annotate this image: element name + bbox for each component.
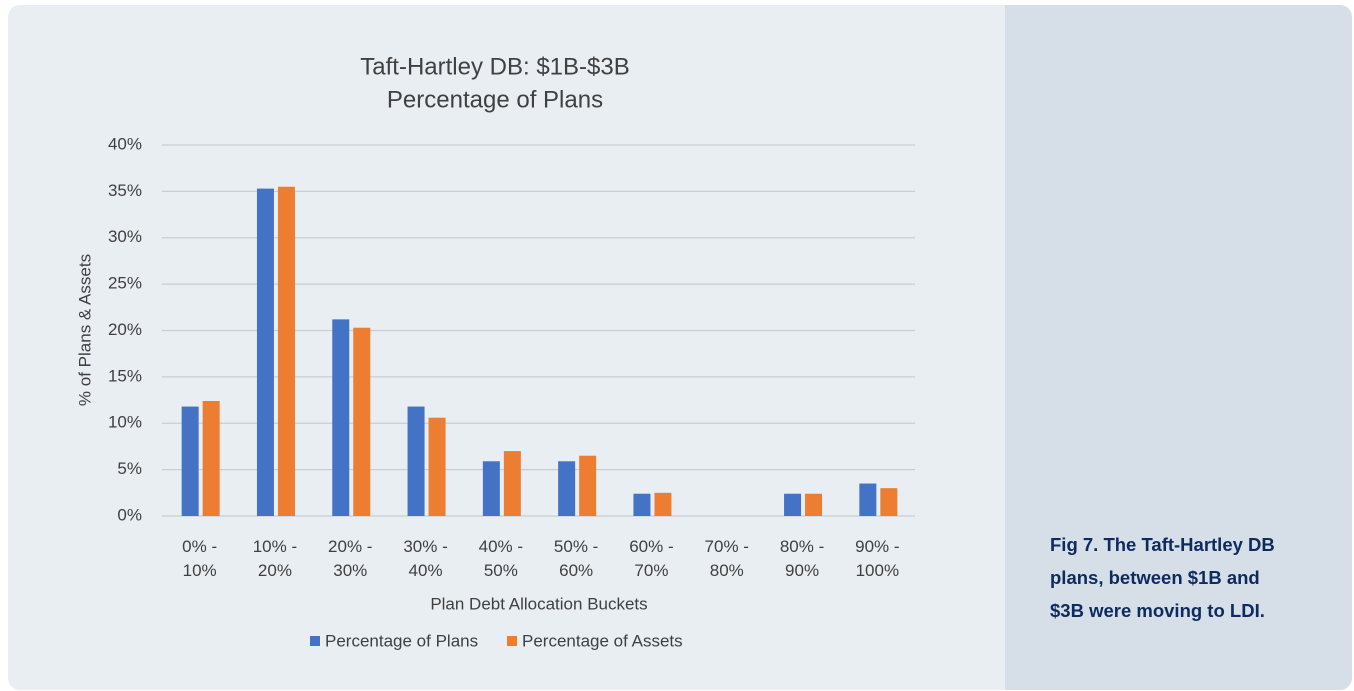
- bar: [503, 451, 521, 516]
- chart-panel: [8, 5, 1018, 690]
- legend-swatch: [507, 636, 517, 646]
- x-tick-label: 80% - 90%: [779, 537, 825, 580]
- bar: [407, 406, 425, 516]
- bar: [181, 406, 199, 516]
- y-tick-label: 0%: [117, 505, 142, 524]
- bar: [332, 319, 350, 516]
- y-axis-label: % of Plans & Assets: [75, 254, 94, 406]
- y-tick-label: 35%: [108, 181, 142, 200]
- bar: [277, 186, 295, 517]
- y-tick-label: 40%: [108, 134, 142, 153]
- bar: [784, 493, 802, 516]
- x-tick-label: 40% - 50%: [478, 537, 524, 580]
- bar: [880, 488, 898, 516]
- chart-title: Taft-Hartley DB: $1B-$3B: [360, 53, 629, 80]
- chart-title: Percentage of Plans: [387, 86, 603, 113]
- x-tick-label: 0% - 10%: [182, 537, 218, 580]
- x-tick-label: 50% - 60%: [553, 537, 599, 580]
- x-axis-label: Plan Debt Allocation Buckets: [430, 594, 647, 613]
- x-tick-label: 90% - 100%: [855, 537, 900, 580]
- caption: Fig 7. The Taft-Hartley DB plans, betwee…: [1050, 534, 1275, 621]
- y-tick-label: 10%: [108, 413, 142, 432]
- caption-panel: [1005, 5, 1352, 690]
- legend-label: Percentage of Plans: [325, 631, 478, 650]
- legend-label: Percentage of Assets: [522, 631, 683, 650]
- bar: [579, 455, 597, 516]
- legend-swatch: [310, 636, 320, 646]
- x-tick-label: 60% - 70%: [629, 537, 674, 580]
- x-tick-label: 20% - 30%: [328, 537, 373, 580]
- y-tick-label: 15%: [108, 366, 142, 385]
- y-tick-label: 25%: [108, 274, 142, 293]
- bar: [353, 327, 371, 516]
- bar: [654, 492, 672, 516]
- y-tick-label: 30%: [108, 227, 142, 246]
- bar: [428, 417, 446, 516]
- x-tick-label: 30% - 40%: [403, 537, 448, 580]
- y-tick-label: 20%: [108, 320, 142, 339]
- bar: [256, 188, 274, 516]
- bar: [633, 493, 651, 516]
- bar: [805, 493, 823, 516]
- bar: [859, 483, 877, 516]
- y-tick-label: 5%: [117, 459, 142, 478]
- x-tick-label: 70% - 80%: [704, 537, 749, 580]
- bar: [202, 400, 220, 516]
- bar: [482, 461, 500, 516]
- bar: [558, 461, 576, 516]
- x-tick-label: 10% - 20%: [252, 537, 298, 580]
